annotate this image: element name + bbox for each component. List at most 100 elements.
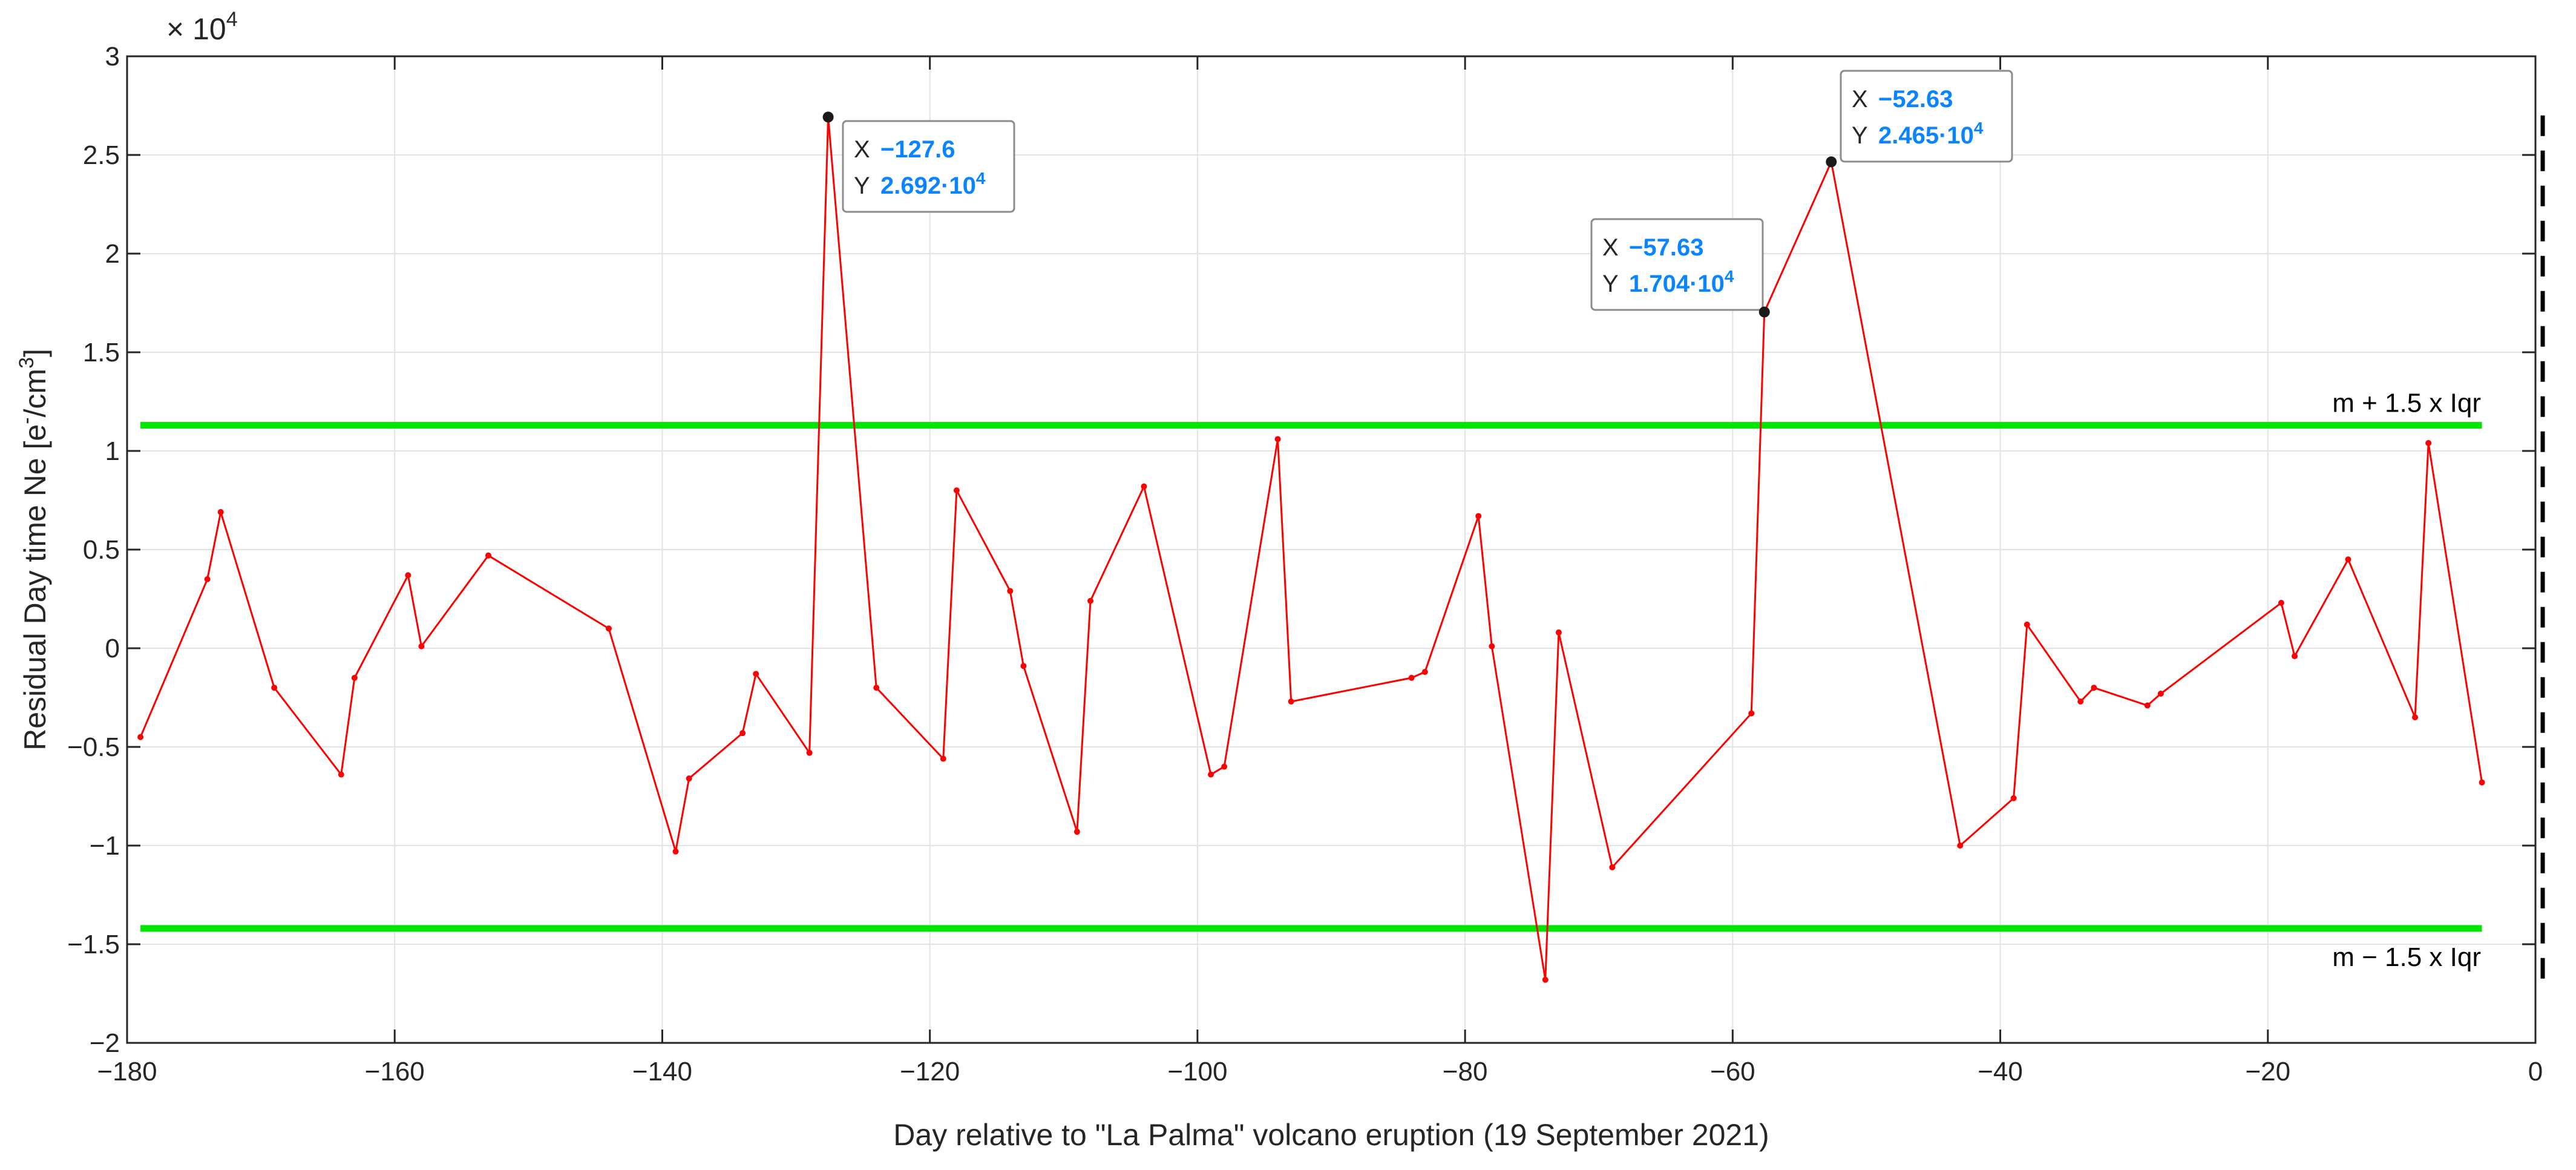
x-tick-label: −20 bbox=[2245, 1057, 2290, 1086]
data-point bbox=[1141, 483, 1147, 490]
y-axis-label: Residual Day time Ne [e-/cm3] bbox=[15, 349, 52, 751]
x-tick-label: −40 bbox=[1978, 1057, 2023, 1086]
x-tick-label: −60 bbox=[1710, 1057, 1755, 1086]
data-point bbox=[485, 552, 491, 559]
data-point bbox=[1408, 674, 1415, 681]
grid-lines bbox=[126, 56, 2536, 1043]
datatip-marker bbox=[1758, 306, 1770, 318]
datatip-y-value: 2.692·104 bbox=[880, 169, 986, 199]
datatip: X −52.63 Y 2.465·104 bbox=[1826, 70, 2013, 168]
data-point bbox=[1609, 864, 1616, 870]
datatip-x-label: X bbox=[854, 136, 870, 163]
data-point bbox=[1073, 829, 1080, 835]
x-tick-label: 0 bbox=[2528, 1057, 2543, 1086]
threshold-lines: m + 1.5 x Iqr m − 1.5 x Iqr bbox=[140, 389, 2482, 972]
y-tick-label: 0 bbox=[105, 634, 120, 663]
data-point bbox=[1475, 513, 1482, 519]
data-point bbox=[1555, 629, 1562, 636]
datatip-y-label: Y bbox=[1602, 271, 1619, 297]
data-point bbox=[739, 730, 746, 737]
x-tick-label: −180 bbox=[97, 1057, 157, 1086]
data-point bbox=[873, 685, 880, 691]
data-point bbox=[2144, 702, 2151, 709]
y-tick-label: −1.5 bbox=[67, 930, 120, 959]
data-point bbox=[2479, 779, 2485, 786]
data-point bbox=[338, 771, 344, 778]
y-tick-label: 1.5 bbox=[83, 338, 120, 367]
datatip: X −57.63 Y 1.704·104 bbox=[1590, 218, 1770, 318]
datatip-marker bbox=[822, 111, 834, 123]
data-point bbox=[753, 671, 759, 677]
datatip-x-value: −52.63 bbox=[1878, 86, 1953, 113]
data-point bbox=[1020, 663, 1027, 669]
datatip-y-value: 2.465·104 bbox=[1878, 119, 1984, 149]
threshold-label: m + 1.5 x Iqr bbox=[2332, 389, 2481, 418]
axis-ticks bbox=[126, 55, 2537, 1044]
datatip-x-value: −57.63 bbox=[1629, 234, 1703, 261]
y-tick-label: −1 bbox=[90, 831, 120, 861]
data-point bbox=[2278, 600, 2284, 606]
data-point bbox=[1421, 669, 1428, 675]
data-point bbox=[418, 643, 425, 649]
data-point bbox=[2425, 439, 2432, 446]
y-tick-label: 2 bbox=[105, 239, 120, 269]
datatips: X −127.6 Y 2.692·104 X −57.63 Y 1.704·104 X −52.6… bbox=[822, 70, 2013, 318]
x-tick-label: −120 bbox=[900, 1057, 960, 1086]
data-point bbox=[1087, 597, 1093, 604]
data-point bbox=[271, 685, 278, 691]
x-axis-label: Day relative to "La Palma" volcano erupt… bbox=[893, 1118, 1769, 1152]
data-point bbox=[1957, 843, 1964, 849]
data-point bbox=[806, 749, 813, 756]
datatip-marker bbox=[1826, 156, 1837, 168]
data-point bbox=[940, 755, 946, 762]
x-tick-label: −140 bbox=[632, 1057, 692, 1086]
datatip: X −127.6 Y 2.692·104 bbox=[822, 111, 1015, 213]
data-point bbox=[2292, 653, 2298, 660]
y-tick-label: 2.5 bbox=[83, 140, 120, 170]
data-point bbox=[137, 734, 144, 740]
data-point bbox=[351, 674, 358, 681]
datatip-box bbox=[842, 120, 1015, 213]
data-point bbox=[2077, 698, 2084, 705]
data-point bbox=[2010, 795, 2017, 801]
y-axis-multiplier: × 104 bbox=[166, 8, 238, 46]
data-point bbox=[1748, 710, 1755, 717]
data-point bbox=[672, 848, 679, 855]
datatip-box bbox=[1590, 218, 1764, 311]
data-point bbox=[2345, 556, 2352, 563]
data-point bbox=[217, 509, 224, 516]
data-point bbox=[606, 625, 612, 632]
y-tick-label: 3 bbox=[105, 42, 120, 71]
datatip-y-label: Y bbox=[1852, 122, 1868, 149]
data-point bbox=[1542, 976, 1549, 983]
series-line bbox=[139, 117, 2483, 980]
y-tick-label: 1 bbox=[105, 436, 120, 466]
x-tick-label: −100 bbox=[1167, 1057, 1227, 1086]
data-point bbox=[1007, 588, 1014, 594]
data-point bbox=[1288, 698, 1294, 705]
data-point bbox=[2024, 621, 2030, 628]
datatip-x-label: X bbox=[1852, 86, 1868, 113]
data-point bbox=[204, 576, 211, 582]
threshold-label: m − 1.5 x Iqr bbox=[2332, 942, 2481, 972]
data-point bbox=[405, 572, 411, 579]
data-point bbox=[2091, 685, 2097, 691]
datatip-y-value: 1.704·104 bbox=[1629, 267, 1734, 297]
tick-labels: −180 −160 −140 −120 −100 −80 −60 −40 −20 0−2−1.5−… bbox=[67, 42, 2543, 1086]
y-tick-label: 0.5 bbox=[83, 535, 120, 565]
datatip-box bbox=[1840, 70, 2013, 163]
data-point bbox=[1274, 436, 1281, 442]
datatip-y-label: Y bbox=[854, 173, 870, 199]
data-point bbox=[953, 487, 960, 494]
data-point bbox=[686, 775, 692, 782]
y-tick-label: −2 bbox=[90, 1028, 120, 1058]
y-tick-label: −0.5 bbox=[67, 732, 120, 762]
data-point bbox=[2412, 714, 2418, 721]
data-series bbox=[137, 114, 2485, 983]
x-tick-label: −160 bbox=[365, 1057, 425, 1086]
x-tick-label: −80 bbox=[1443, 1057, 1488, 1086]
data-point bbox=[1221, 763, 1228, 770]
datatip-x-label: X bbox=[1602, 234, 1619, 261]
datatip-x-value: −127.6 bbox=[880, 136, 955, 163]
